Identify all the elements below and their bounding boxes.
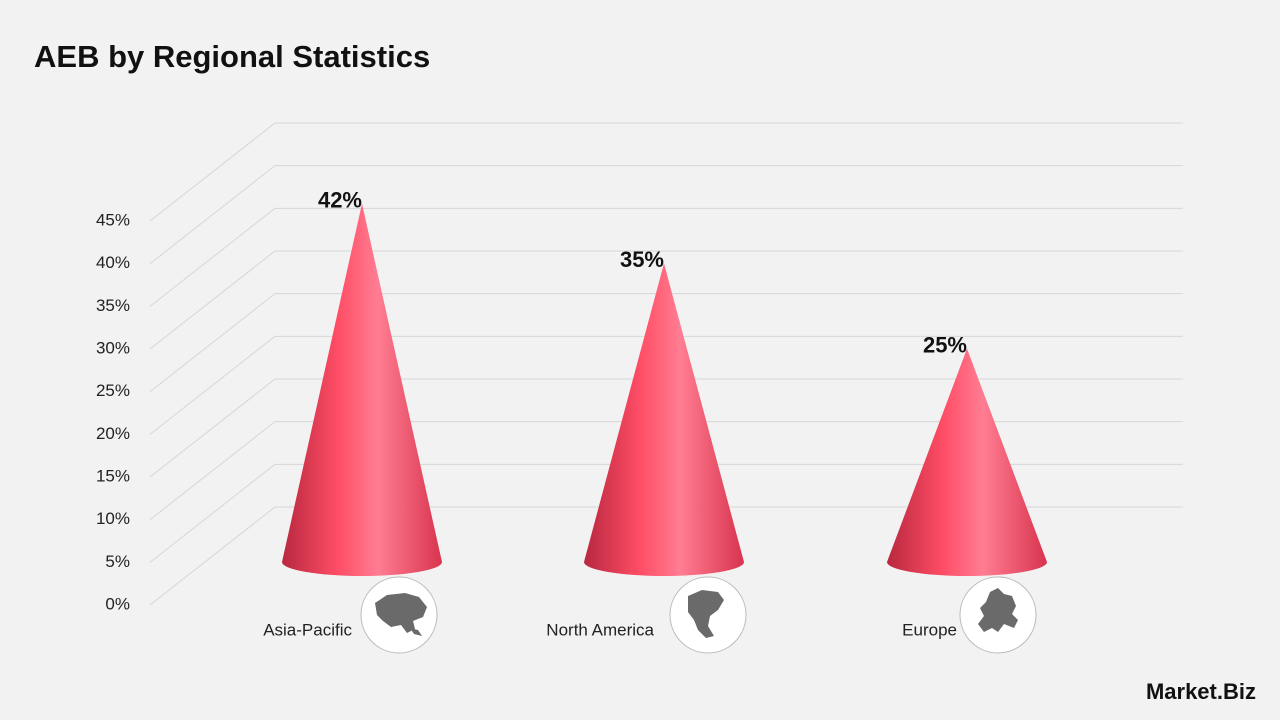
plot: 42% Asia-Pacific 35% North America 25% Europe: [263, 187, 1047, 639]
grid-line: [149, 335, 1183, 435]
cone: [887, 348, 1047, 576]
grid-line: [149, 421, 1183, 521]
value-label: 25%: [923, 332, 967, 357]
x-tick-label: North America: [546, 620, 654, 639]
grid-line: [149, 378, 1183, 478]
cone: [584, 263, 744, 576]
asia-icon: [375, 593, 427, 636]
grid-line: [149, 293, 1183, 393]
grid-line: [149, 207, 1183, 307]
x-tick-label: Europe: [902, 620, 957, 639]
y-tick-label: 30%: [96, 338, 130, 357]
grid-line: [149, 506, 1183, 606]
chart-title: AEB by Regional Statistics: [34, 39, 430, 74]
region-icons: [360, 576, 1037, 654]
value-label: 35%: [620, 247, 664, 272]
y-tick-label: 45%: [96, 210, 130, 229]
europe-icon: [978, 588, 1018, 632]
y-tick-label: 35%: [96, 296, 130, 315]
y-tick-label: 5%: [105, 552, 130, 571]
grid: 0% 5% 10% 15% 20% 25% 30% 35% 40% 45%: [96, 122, 1183, 613]
y-tick-label: 20%: [96, 424, 130, 443]
y-tick-label: 25%: [96, 381, 130, 400]
y-tick-label: 40%: [96, 253, 130, 272]
value-label: 42%: [318, 187, 362, 212]
grid-line: [149, 250, 1183, 350]
y-tick-label: 15%: [96, 466, 130, 485]
grid-line: [149, 165, 1183, 265]
north-america-icon: [688, 590, 724, 638]
y-tick-label: 0%: [105, 594, 130, 613]
grid-line: [149, 463, 1183, 563]
x-tick-label: Asia-Pacific: [263, 620, 352, 639]
y-tick-label: 10%: [96, 509, 130, 528]
cone: [282, 203, 442, 576]
brand-logo: Market.Biz: [1146, 679, 1256, 704]
grid-line: [149, 122, 1183, 222]
